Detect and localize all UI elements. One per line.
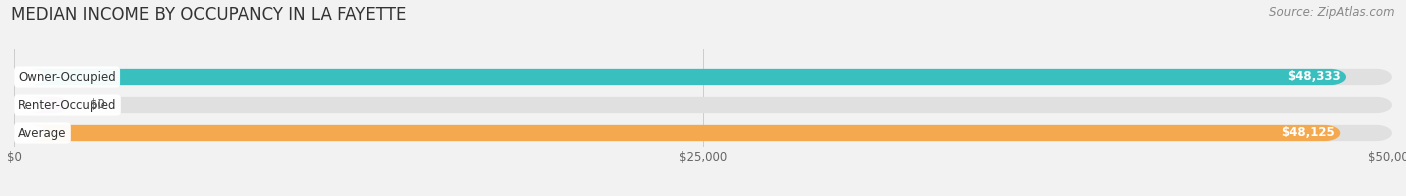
Text: $48,333: $48,333 — [1286, 71, 1340, 83]
Text: Source: ZipAtlas.com: Source: ZipAtlas.com — [1270, 6, 1395, 19]
PathPatch shape — [30, 125, 1340, 141]
Text: Renter-Occupied: Renter-Occupied — [18, 99, 117, 112]
Text: Average: Average — [18, 126, 66, 140]
PathPatch shape — [30, 97, 69, 113]
Text: MEDIAN INCOME BY OCCUPANCY IN LA FAYETTE: MEDIAN INCOME BY OCCUPANCY IN LA FAYETTE — [11, 6, 406, 24]
PathPatch shape — [30, 69, 1392, 85]
Text: $48,125: $48,125 — [1281, 126, 1334, 140]
Text: Owner-Occupied: Owner-Occupied — [18, 71, 115, 83]
PathPatch shape — [30, 69, 1346, 85]
Text: $0: $0 — [90, 99, 104, 112]
PathPatch shape — [30, 97, 1392, 113]
PathPatch shape — [30, 125, 1392, 141]
